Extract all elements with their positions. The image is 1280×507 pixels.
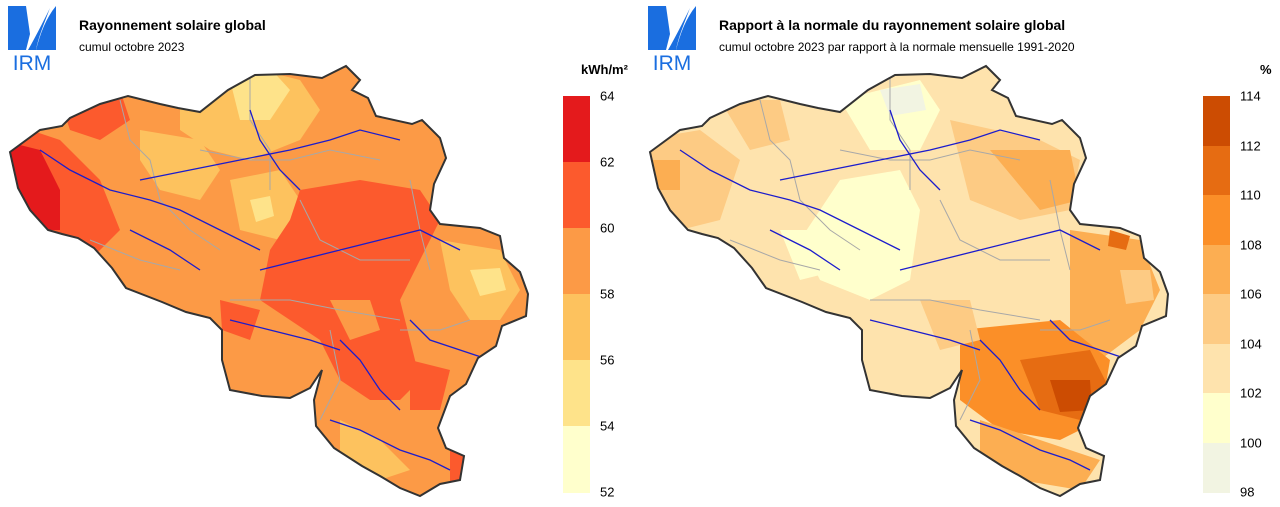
color-legend bbox=[1203, 96, 1230, 493]
legend-tick-label: 100 bbox=[1240, 435, 1262, 450]
legend-color-bin bbox=[1203, 393, 1230, 443]
legend-tick-label: 62 bbox=[600, 154, 615, 170]
belgium-border bbox=[8, 64, 530, 498]
legend-color-bin bbox=[1203, 343, 1230, 394]
legend-tick-label: 114 bbox=[1240, 88, 1261, 104]
belgium-border bbox=[648, 64, 1170, 498]
map-title: Rapport à la normale du rayonnement sola… bbox=[719, 17, 1066, 33]
legend-color-bin bbox=[563, 294, 590, 361]
legend-unit: % bbox=[1260, 62, 1272, 77]
map-subtitle: cumul octobre 2023 bbox=[79, 40, 185, 54]
legend-tick-label: 64 bbox=[600, 88, 615, 104]
svg-text:IRM: IRM bbox=[13, 52, 52, 72]
legend-tick-label: 106 bbox=[1240, 286, 1262, 302]
legend-color-bin bbox=[563, 426, 590, 493]
legend-color-bin bbox=[1203, 145, 1230, 196]
legend-color-bin bbox=[563, 96, 590, 163]
legend-tick-label: 60 bbox=[600, 220, 615, 236]
legend-tick-label: 110 bbox=[1240, 187, 1261, 203]
svg-text:IRM: IRM bbox=[653, 52, 692, 72]
legend-tick-label: 108 bbox=[1240, 237, 1262, 252]
irm-logo: IRM bbox=[648, 6, 696, 72]
legend-tick-label: 54 bbox=[600, 418, 615, 434]
solar-radiation-panel: IRM Rayonnement solaire global cumul oct… bbox=[8, 6, 628, 500]
belgium-solar-map bbox=[8, 64, 530, 498]
belgium-ratio-map bbox=[648, 64, 1170, 498]
legend-tick-label: 58 bbox=[600, 286, 615, 302]
color-legend bbox=[563, 96, 590, 493]
legend-unit: kWh/m² bbox=[581, 62, 628, 77]
irm-logo: IRM bbox=[8, 6, 56, 72]
legend-color-bin bbox=[1203, 244, 1230, 295]
legend-color-bin bbox=[1203, 442, 1230, 493]
legend-color-bin bbox=[1203, 96, 1230, 146]
legend-tick-label: 52 bbox=[600, 484, 615, 500]
legend-color-bin bbox=[1203, 294, 1230, 344]
legend-color-bin bbox=[563, 228, 590, 295]
legend-tick-label: 102 bbox=[1240, 385, 1262, 401]
legend-tick-label: 112 bbox=[1240, 138, 1261, 153]
legend-color-bin bbox=[563, 360, 590, 427]
solar-ratio-panel: IRM Rapport à la normale du rayonnement … bbox=[640, 0, 1280, 507]
map-title: Rayonnement solaire global bbox=[79, 17, 266, 33]
legend-color-bin bbox=[563, 162, 590, 229]
legend-tick-label: 98 bbox=[1240, 484, 1255, 500]
map-subtitle: cumul octobre 2023 par rapport à la norm… bbox=[719, 40, 1075, 54]
legend-color-bin bbox=[1203, 195, 1230, 245]
legend-tick-label: 104 bbox=[1240, 336, 1262, 351]
legend-tick-label: 56 bbox=[600, 352, 615, 368]
